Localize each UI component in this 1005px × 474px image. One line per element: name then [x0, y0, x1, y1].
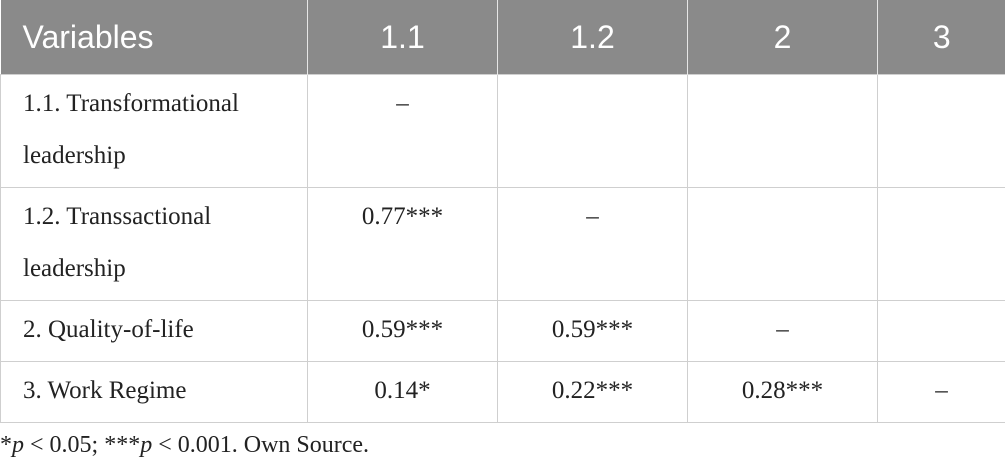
table-row: 2. Quality-of-life 0.59*** 0.59*** –	[0, 300, 1005, 362]
cell: –	[687, 300, 878, 362]
table-row: 3. Work Regime 0.14* 0.22*** 0.28*** –	[0, 361, 1005, 423]
cell: –	[497, 187, 688, 301]
footnote-part: p	[12, 432, 24, 458]
header-row: Variables 1.1 1.2 2 3	[0, 0, 1005, 75]
footnote-part: p	[140, 432, 153, 458]
table-row: 1.1. Transformational leadership –	[0, 74, 1005, 188]
row-label: 2. Quality-of-life	[0, 300, 308, 362]
empty-cell	[877, 300, 1005, 362]
empty-cell	[877, 187, 1005, 301]
row-label: 1.2. Transsactional leadership	[0, 187, 308, 301]
data-table: Variables 1.1 1.2 2 3 1.1. Transformational …	[0, 0, 1005, 423]
header-cell: 2	[687, 0, 878, 75]
cell: –	[877, 361, 1005, 423]
header-cell: 1.1	[307, 0, 498, 75]
empty-cell	[497, 74, 688, 188]
empty-cell	[687, 187, 878, 301]
row-label: 1.1. Transformational leadership	[0, 74, 308, 188]
footnote-part: *	[0, 432, 12, 458]
footnote: *p < 0.05; ***p < 0.001. Own Source.	[0, 432, 369, 459]
cell: 0.77***	[307, 187, 498, 301]
cell: 0.59***	[307, 300, 498, 362]
row-label: 3. Work Regime	[0, 361, 308, 423]
header-cell: 3	[877, 0, 1005, 75]
cell: 0.28***	[687, 361, 878, 423]
footnote-part: < 0.001. Own Source.	[152, 432, 370, 458]
cell: –	[307, 74, 498, 188]
header-cell: Variables	[0, 0, 308, 75]
empty-cell	[687, 74, 878, 188]
table-body: 1.1. Transformational leadership –1.2. Tr…	[0, 74, 1005, 423]
cell: 0.14*	[307, 361, 498, 423]
footnote-part: < 0.05; ***	[24, 432, 141, 458]
cell: 0.22***	[497, 361, 688, 423]
cell: 0.59***	[497, 300, 688, 362]
empty-cell	[877, 74, 1005, 188]
table-row: 1.2. Transsactional leadership 0.77*** –	[0, 187, 1005, 301]
header-cell: 1.2	[497, 0, 688, 75]
